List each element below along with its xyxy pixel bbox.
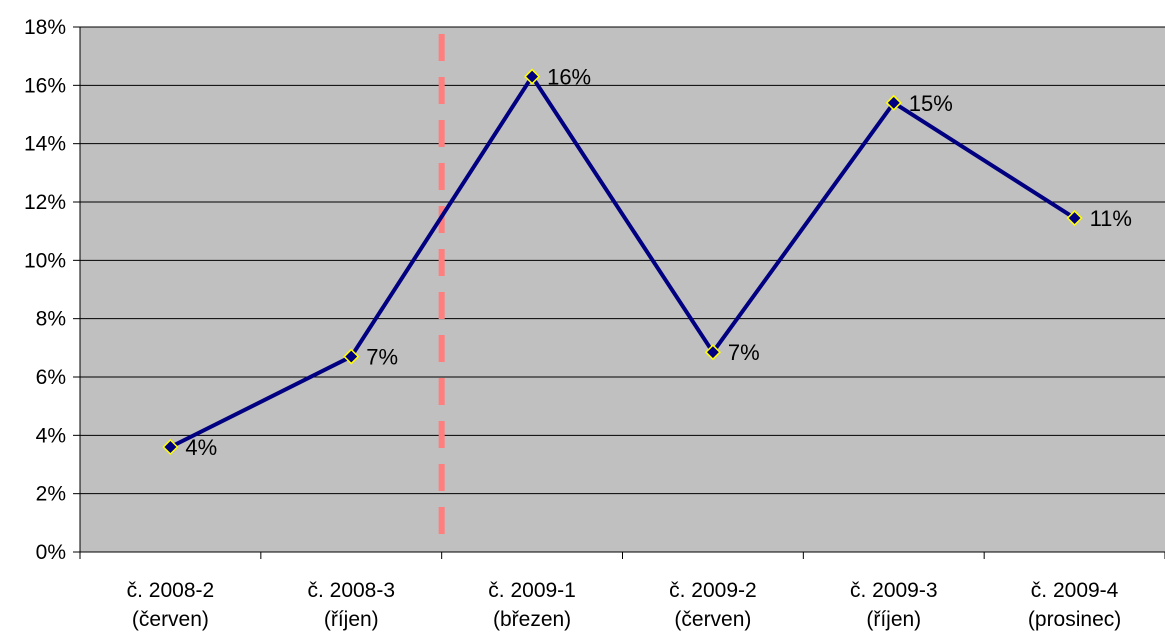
data-point-marker [162, 438, 179, 456]
x-category-label: č. 2009-1 (březen) [488, 579, 576, 631]
y-tick-label: 2% [36, 483, 66, 506]
data-point-label: 4% [185, 435, 217, 460]
y-tick-label: 12% [24, 191, 66, 214]
data-point-label: 11% [1090, 206, 1132, 231]
x-axis-category-labels: č. 2008-2 (červen) č. 2008-3 (říjen) č. 2009… [127, 579, 1122, 631]
data-labels: 4% 7% 16% 7% 15% 11% [185, 65, 1132, 460]
data-point-marker [524, 68, 541, 85]
y-axis-tick-labels: 0% 2% 4% 6% 8% 10% 12% 14% 16% 18% [24, 16, 66, 564]
series-group [162, 68, 1083, 456]
y-tick-label: 10% [24, 249, 66, 272]
y-tick-label: 0% [36, 541, 66, 564]
data-point-marker [704, 344, 721, 361]
y-tick-label: 14% [24, 133, 66, 156]
y-tick-label: 6% [36, 366, 66, 389]
axes [79, 27, 1165, 559]
data-point-marker [343, 348, 360, 365]
x-category-label: č. 2008-3 (říjen) [307, 579, 395, 631]
data-point-label: 16% [547, 65, 591, 90]
x-category-label: č. 2009-3 (říjen) [850, 579, 938, 631]
gridlines [73, 26, 1165, 553]
y-tick-label: 18% [24, 16, 66, 39]
data-point-marker [1066, 209, 1083, 227]
y-tick-label: 16% [24, 74, 66, 97]
plot-area [80, 27, 1165, 552]
series-line [169, 74, 1076, 449]
data-point-label: 7% [728, 340, 760, 365]
data-point-label: 15% [909, 91, 953, 116]
x-category-label: č. 2009-2 (červen) [669, 579, 757, 631]
x-category-label: č. 2009-4 (prosinec) [1028, 579, 1121, 631]
data-point-marker [885, 94, 902, 111]
data-point-label: 7% [366, 345, 398, 370]
y-tick-label: 8% [36, 308, 66, 331]
y-tick-label: 4% [36, 424, 66, 447]
x-category-label: č. 2008-2 (červen) [127, 579, 215, 631]
